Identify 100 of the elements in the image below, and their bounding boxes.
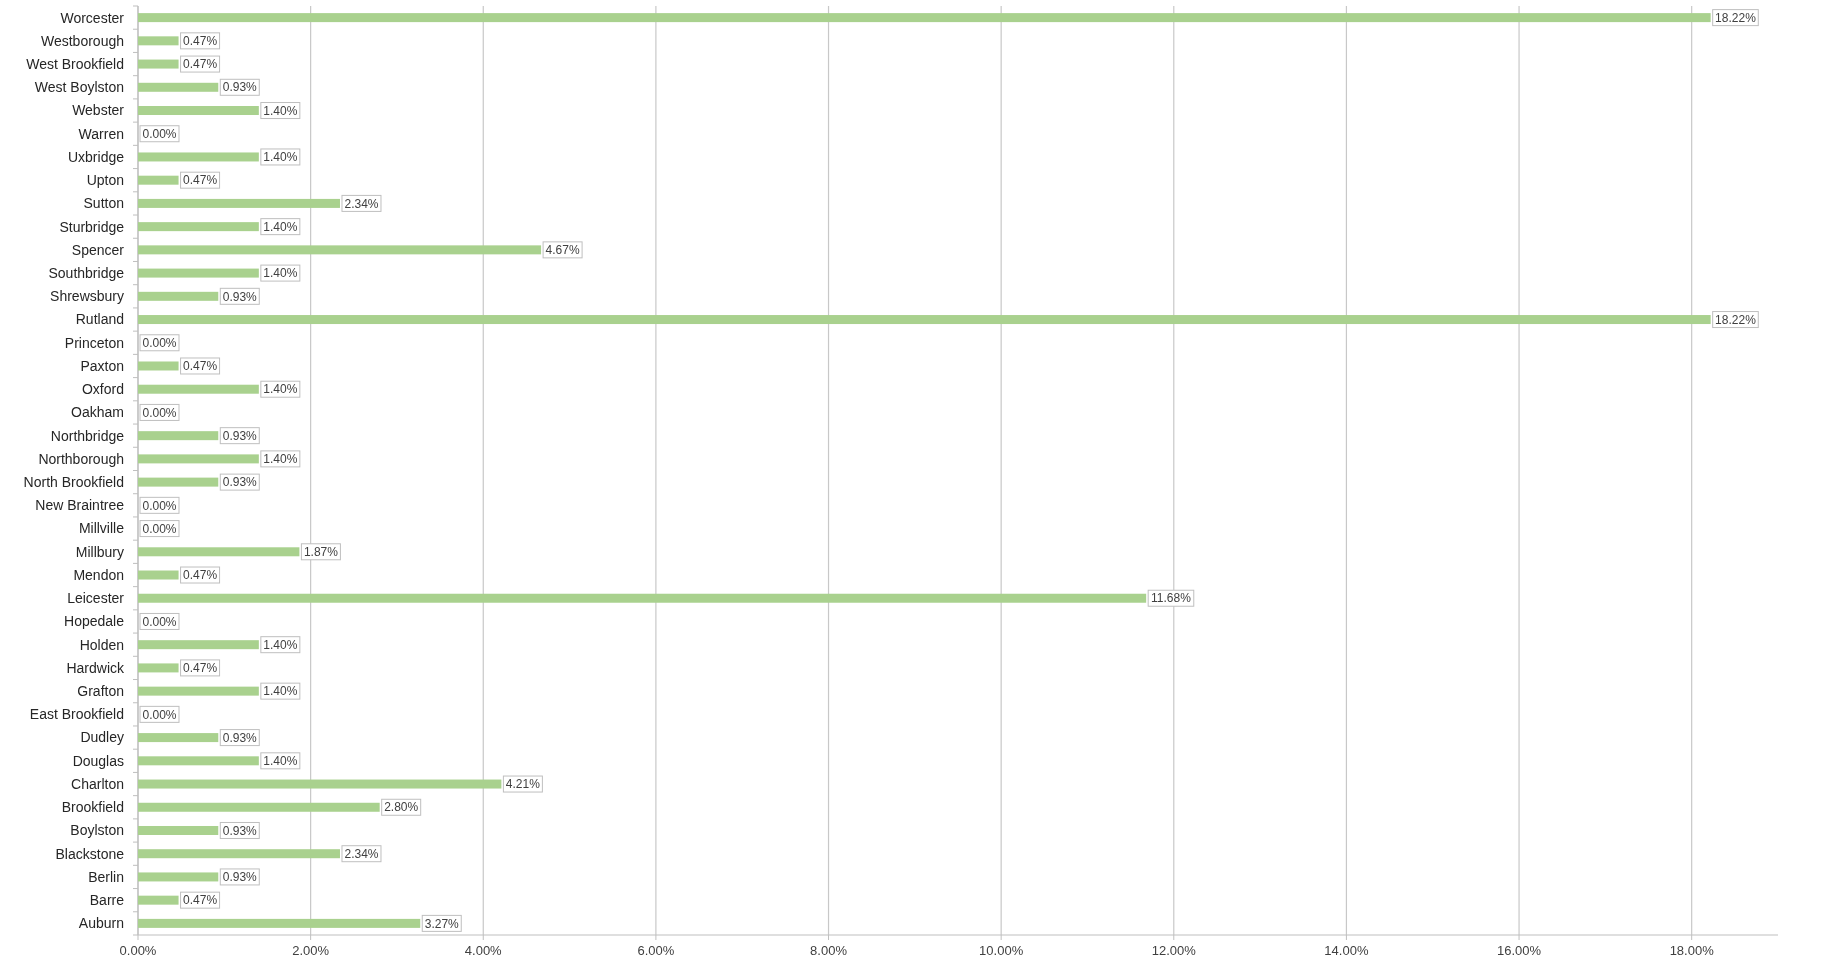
x-tick-label: 2.00% xyxy=(292,943,330,958)
data-label: 3.27% xyxy=(424,916,460,931)
y-tick-label: Holden xyxy=(79,636,124,653)
data-label: 2.80% xyxy=(384,800,419,815)
bar xyxy=(138,198,340,208)
y-tick-label: Mendon xyxy=(73,566,124,583)
data-label: 0.47% xyxy=(183,893,218,908)
data-label: 0.00% xyxy=(142,405,177,420)
y-tick-label: Southbridge xyxy=(48,264,125,281)
data-label: 18.22% xyxy=(1715,312,1757,327)
y-tick-label: Shrewsbury xyxy=(50,288,124,305)
y-tick-label: Leicester xyxy=(67,590,125,607)
y-tick-label: Uxbridge xyxy=(67,148,125,165)
bar xyxy=(138,106,259,116)
data-label: 2.34% xyxy=(344,846,379,861)
data-label: 0.93% xyxy=(222,428,258,443)
data-label: 0.00% xyxy=(142,126,177,141)
bar xyxy=(138,59,179,69)
bar xyxy=(138,547,300,557)
bar xyxy=(138,477,219,487)
x-tick-label: 0.00% xyxy=(119,943,157,958)
y-tick-label: Grafton xyxy=(77,683,124,700)
bar xyxy=(138,756,259,766)
data-label: 18.22% xyxy=(1715,10,1757,25)
bar xyxy=(138,361,179,371)
y-tick-label: North Brookfield xyxy=(23,474,124,491)
data-label: 11.68% xyxy=(1151,591,1192,606)
y-tick-label: Spencer xyxy=(71,241,125,258)
y-tick-label: Worcester xyxy=(60,9,125,26)
bar xyxy=(138,825,219,835)
bar xyxy=(138,570,179,580)
data-label: 0.47% xyxy=(183,57,218,72)
data-label: 1.40% xyxy=(263,637,298,652)
y-tick-label: Warren xyxy=(78,125,124,142)
data-label: 4.67% xyxy=(545,243,580,258)
data-label: 1.40% xyxy=(263,754,298,769)
y-tick-label: Upton xyxy=(86,172,124,189)
y-tick-label: Brookfield xyxy=(61,799,124,816)
data-label: 1.87% xyxy=(303,544,339,559)
x-tick-label: 6.00% xyxy=(637,943,675,958)
bar xyxy=(138,152,259,162)
data-label: 0.93% xyxy=(222,730,258,745)
x-tick-label: 8.00% xyxy=(810,943,848,958)
y-tick-label: Berlin xyxy=(88,868,124,885)
bar xyxy=(138,431,219,441)
bar xyxy=(138,663,179,673)
data-label: 0.47% xyxy=(183,359,218,374)
x-tick-label: 14.00% xyxy=(1324,943,1369,958)
data-label: 0.47% xyxy=(183,34,218,49)
bar xyxy=(138,779,502,789)
x-tick-label: 16.00% xyxy=(1497,943,1542,958)
y-tick-label: Rutland xyxy=(75,311,124,328)
data-label: 1.40% xyxy=(263,684,298,699)
data-label: 1.40% xyxy=(263,452,298,467)
y-tick-label: Boylston xyxy=(70,822,124,839)
bar xyxy=(138,82,219,92)
y-tick-label: West Boylston xyxy=(34,79,124,96)
bar xyxy=(138,291,219,301)
y-tick-label: East Brookfield xyxy=(29,706,124,723)
data-label: 0.47% xyxy=(183,173,218,188)
data-label: 0.00% xyxy=(142,614,177,629)
data-label: 1.40% xyxy=(263,103,298,118)
x-tick-label: 10.00% xyxy=(979,943,1024,958)
y-tick-label: Charlton xyxy=(71,775,124,792)
data-label: 0.93% xyxy=(222,870,258,885)
y-tick-label: Sturbridge xyxy=(59,218,125,235)
data-label: 1.40% xyxy=(263,150,298,165)
data-label: 0.93% xyxy=(222,823,258,838)
y-tick-label: Auburn xyxy=(78,915,124,932)
bar xyxy=(138,454,259,464)
x-tick-label: 18.00% xyxy=(1669,943,1715,958)
data-label: 0.00% xyxy=(142,707,177,722)
bar xyxy=(138,36,179,46)
data-label: 1.40% xyxy=(263,266,298,281)
bar xyxy=(138,802,380,812)
data-label: 4.21% xyxy=(505,777,541,792)
y-tick-label: Millville xyxy=(78,520,125,537)
bar xyxy=(138,849,340,859)
y-tick-label: Barre xyxy=(89,892,125,909)
bar xyxy=(138,733,219,743)
y-tick-label: Douglas xyxy=(72,752,124,769)
x-tick-label: 12.00% xyxy=(1151,943,1197,958)
y-tick-label: Hopedale xyxy=(64,613,125,630)
x-tick-label: 4.00% xyxy=(464,943,503,958)
data-label: 0.00% xyxy=(142,335,177,350)
data-label: 0.00% xyxy=(142,498,177,513)
y-tick-label: Dudley xyxy=(80,729,124,746)
y-tick-label: Blackstone xyxy=(55,845,125,862)
bar xyxy=(138,245,542,255)
bar xyxy=(138,175,179,185)
bar xyxy=(138,686,259,696)
data-label: 0.93% xyxy=(222,289,258,304)
y-tick-label: Northborough xyxy=(38,450,124,467)
data-label: 0.47% xyxy=(183,661,218,676)
y-tick-label: Webster xyxy=(72,102,125,119)
y-tick-label: Northbridge xyxy=(50,427,125,444)
data-label: 0.93% xyxy=(222,475,258,490)
y-tick-label: Oxford xyxy=(81,381,124,398)
bar xyxy=(138,895,179,905)
data-label: 1.40% xyxy=(263,382,298,397)
